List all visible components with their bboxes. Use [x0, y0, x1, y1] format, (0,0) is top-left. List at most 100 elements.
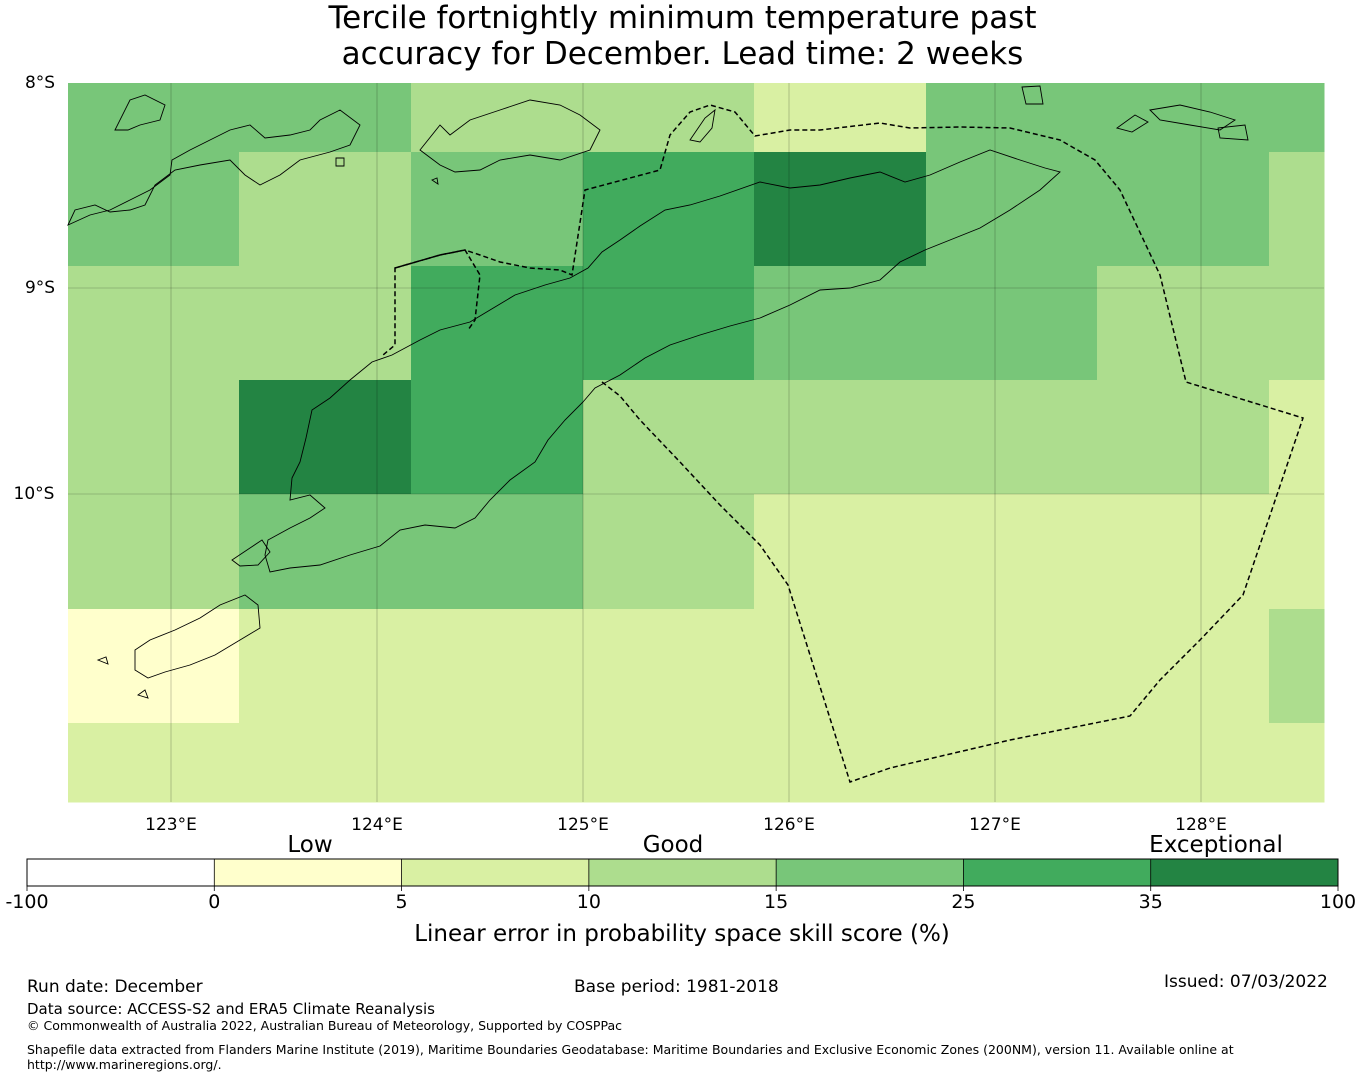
title-line-1: Tercile fortnightly minimum temperature … [328, 0, 1037, 36]
grid-cell [754, 152, 841, 267]
colorbar-tick-label: 25 [951, 891, 975, 913]
grid-cell [583, 723, 669, 803]
grid-cell [583, 494, 669, 610]
grid-cell [411, 609, 498, 724]
grid-cell [754, 266, 841, 381]
grid-cell [1269, 609, 1325, 724]
grid-cell [239, 83, 326, 153]
shapefile-credit-line-2: http://www.marineregions.org/. [27, 1057, 222, 1072]
lon-label-125e: 125°E [557, 815, 609, 835]
data-source: Data source: ACCESS-S2 and ERA5 Climate … [27, 1000, 435, 1018]
grid-cell [840, 83, 927, 153]
grid-cell [497, 723, 584, 803]
grid-cell [1269, 152, 1325, 267]
grid-cell [583, 609, 669, 724]
grid-cell [239, 494, 326, 610]
grid-cell [1011, 609, 1098, 724]
grid-cell [325, 494, 412, 610]
grid-cell [754, 609, 841, 724]
grid-cell [583, 266, 669, 381]
wetar-coast [1149, 104, 1237, 131]
small-isle-2 [1021, 85, 1044, 105]
grid-cell [239, 380, 326, 495]
colorbar-swatch [401, 859, 590, 886]
grid-cell [583, 380, 669, 495]
grid-cell [497, 266, 584, 381]
rote-coast [134, 594, 261, 679]
grid-cell [1097, 609, 1184, 724]
base-period: Base period: 1981-2018 [574, 977, 779, 997]
grid-cell [325, 83, 412, 153]
small-isle-4 [1217, 124, 1249, 141]
grid-cell [153, 152, 240, 267]
lon-label-127e: 127°E [969, 815, 1021, 835]
small-isle-1 [689, 108, 716, 143]
alor-coast [419, 99, 601, 173]
colorbar-swatch [588, 859, 777, 886]
grid-cell [926, 83, 1012, 153]
grid-cell [325, 266, 412, 381]
grid-cell [1097, 723, 1184, 803]
grid-cell [926, 152, 1012, 267]
grid-cell [1269, 266, 1325, 381]
grid-cell [668, 152, 755, 267]
grid-cell [411, 494, 498, 610]
colorbar-tick-label: 0 [208, 891, 220, 913]
colorbar-swatch [1150, 859, 1339, 886]
small-isle-7 [335, 157, 345, 167]
map-panel: 8°S 9°S 10°S 123°E 124°E 125°E 126°E 127… [14, 73, 1325, 835]
grid-cell [1183, 723, 1270, 803]
grid-cell [1269, 494, 1325, 610]
semau-coast [231, 539, 271, 567]
grid-cell [754, 83, 841, 153]
graticule [68, 83, 1324, 802]
colorbar-swatch [776, 859, 964, 886]
colorbar-frame [26, 858, 1339, 887]
grid-cell [1183, 380, 1270, 495]
colorbar: Low Good Exceptional -100 0 5 10 15 25 35 100 L… [5, 832, 1356, 947]
grid-cell [411, 723, 498, 803]
grid-cell [754, 723, 841, 803]
title-line-2: accuracy for December. Lead time: 2 week… [341, 36, 1024, 72]
grid-cell [411, 380, 498, 495]
lat-label-9s: 9°S [25, 278, 55, 298]
grid-cell [1183, 609, 1270, 724]
colorbar-axis-label: Linear error in probability space skill … [414, 921, 950, 947]
grid-cell [1269, 83, 1325, 153]
grid-cell [1183, 152, 1270, 267]
colorbar-tick-label: 15 [764, 891, 788, 913]
maritime-boundary-enclave [394, 249, 481, 331]
grid-cell [68, 83, 154, 153]
map-title: Tercile fortnightly minimum temperature … [0, 0, 1365, 72]
run-date: Run date: December [27, 977, 203, 997]
grid-cell [325, 723, 412, 803]
grid-cell [754, 494, 841, 610]
legend-category-low: Low [287, 832, 332, 858]
grid-cell [840, 266, 927, 381]
grid-cell [411, 152, 498, 267]
grid-cell [1011, 152, 1098, 267]
grid-cell [840, 152, 927, 267]
grid-cell [153, 609, 240, 724]
grid-cell [68, 723, 154, 803]
grid-cell [668, 380, 755, 495]
grid-cell [926, 266, 1012, 381]
grid-cell [1011, 494, 1098, 610]
grid-cell [1011, 266, 1098, 381]
small-isle-3 [1115, 114, 1149, 133]
colorbar-tick-label: -100 [5, 891, 48, 913]
grid-cell [840, 494, 927, 610]
colorbar-swatch [214, 859, 402, 886]
grid-cell [497, 609, 584, 724]
grid-cell [497, 152, 584, 267]
small-isle-8 [431, 177, 439, 185]
grid-cell [1183, 83, 1270, 153]
grid-cell [1097, 152, 1184, 267]
grid-cell [1269, 723, 1325, 803]
grid-cell [68, 494, 154, 610]
grid-cell [1011, 723, 1098, 803]
lat-label-10s: 10°S [14, 484, 55, 504]
grid-cell [840, 723, 927, 803]
copyright: © Commonwealth of Australia 2022, Austra… [27, 1018, 622, 1033]
grid-cell [325, 609, 412, 724]
